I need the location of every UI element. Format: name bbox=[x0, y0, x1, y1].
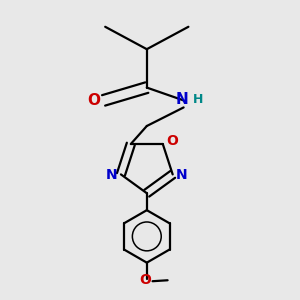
Text: H: H bbox=[193, 93, 203, 106]
Text: N: N bbox=[106, 168, 118, 182]
Text: N: N bbox=[176, 92, 188, 107]
Text: N: N bbox=[176, 168, 188, 182]
Text: O: O bbox=[139, 273, 151, 287]
Text: O: O bbox=[166, 134, 178, 148]
Text: O: O bbox=[88, 93, 100, 108]
